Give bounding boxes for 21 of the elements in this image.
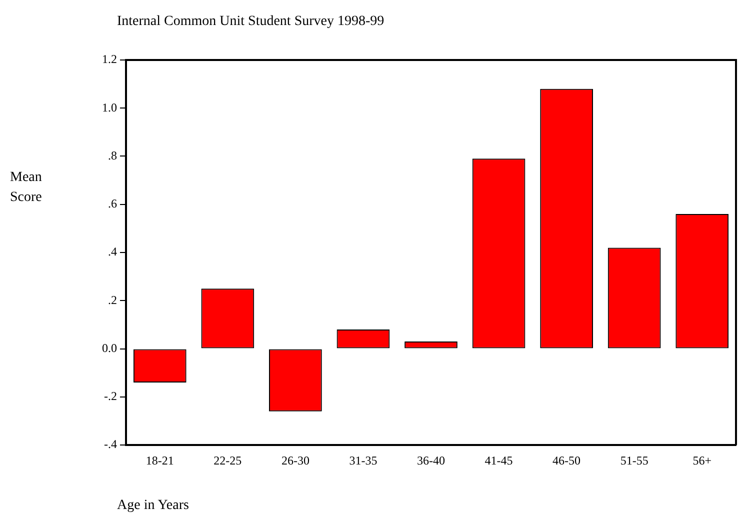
x-tick-label: 56+: [692, 453, 712, 468]
chart-title: Internal Common Unit Student Survey 1998-99: [117, 14, 384, 30]
x-tick-label: 41-45: [484, 453, 513, 468]
x-tick-label: 31-35: [349, 453, 378, 468]
y-tick-label: .4: [108, 244, 117, 259]
y-tick-label: -.4: [104, 437, 117, 452]
y-tick-label: .2: [108, 292, 117, 307]
x-tick-label: 22-25: [214, 453, 242, 468]
x-tick-label: 36-40: [417, 453, 445, 468]
x-axis-title: Age in Years: [117, 498, 189, 514]
x-tick-label: 46-50: [552, 453, 581, 468]
y-tick-label: 0.0: [102, 340, 117, 355]
y-axis-title: Mean Score: [10, 169, 43, 207]
x-tick-label: 26-30: [281, 453, 310, 468]
y-tick-label: 1.0: [102, 100, 117, 114]
x-tick-label: 51-55: [620, 453, 648, 468]
y-tick-label: .6: [108, 196, 117, 211]
y-tick-label: -.2: [104, 389, 117, 404]
x-tick-label: 18-21: [146, 453, 174, 468]
y-tick-label: .8: [108, 148, 117, 162]
y-tick-label: 1.2: [102, 52, 117, 66]
